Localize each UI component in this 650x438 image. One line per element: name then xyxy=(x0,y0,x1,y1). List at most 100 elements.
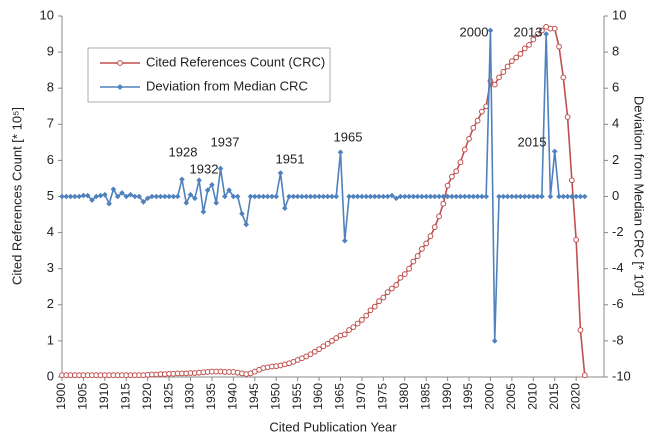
point xyxy=(200,209,207,215)
point xyxy=(568,177,575,184)
point xyxy=(551,148,558,155)
point xyxy=(534,31,541,37)
point xyxy=(299,193,305,200)
point xyxy=(329,193,335,200)
point xyxy=(239,210,245,217)
point xyxy=(444,182,451,189)
point xyxy=(252,193,258,200)
x-tick-label: 1905 xyxy=(76,383,90,410)
point xyxy=(376,298,382,305)
point xyxy=(320,343,327,350)
point xyxy=(149,193,155,200)
x-tick-label: 1945 xyxy=(247,383,261,410)
point xyxy=(564,114,571,120)
point xyxy=(444,193,451,200)
point xyxy=(427,193,434,200)
point xyxy=(538,27,545,34)
annotation: 2013 xyxy=(514,24,543,39)
point xyxy=(560,74,567,81)
y2-tick-label: -2 xyxy=(612,224,624,239)
point xyxy=(363,193,370,200)
point xyxy=(333,335,340,341)
point xyxy=(63,193,70,200)
point xyxy=(311,348,318,355)
point xyxy=(496,193,502,200)
point xyxy=(431,224,438,231)
y-tick-label: 5 xyxy=(47,188,54,203)
x-tick-label: 1940 xyxy=(226,383,240,410)
annotation: 1937 xyxy=(211,134,240,149)
x-tick-label: 2005 xyxy=(504,383,518,410)
point xyxy=(209,181,215,188)
point xyxy=(329,338,335,344)
point xyxy=(500,69,507,75)
point xyxy=(419,245,425,252)
y2-tick-label: 6 xyxy=(612,80,619,95)
point xyxy=(547,193,554,200)
point xyxy=(76,193,82,200)
point xyxy=(72,193,78,200)
point xyxy=(183,200,190,206)
point xyxy=(581,193,588,200)
point xyxy=(389,285,395,292)
point xyxy=(581,372,588,379)
point xyxy=(474,117,481,124)
x-tick-label: 2015 xyxy=(547,383,561,410)
point xyxy=(560,193,567,200)
point xyxy=(539,193,545,200)
annotation: 2015 xyxy=(518,134,547,149)
y-axis-label: Cited References Count [* 10⁵] xyxy=(9,107,24,285)
point xyxy=(517,193,524,200)
point xyxy=(97,192,104,199)
annotation: 1965 xyxy=(334,129,363,144)
y-tick-label: 2 xyxy=(47,296,54,311)
annotation: 1951 xyxy=(276,151,305,166)
point xyxy=(410,258,417,265)
y-tick-label: 0 xyxy=(47,368,54,383)
point xyxy=(466,193,472,200)
point xyxy=(350,193,357,200)
point xyxy=(350,324,357,331)
point xyxy=(440,193,447,200)
x-tick-label: 1965 xyxy=(333,383,347,410)
x-tick-label: 1930 xyxy=(183,383,197,410)
y2-tick-label: 0 xyxy=(612,188,619,203)
point xyxy=(303,193,310,200)
point xyxy=(337,149,344,156)
point xyxy=(333,193,340,200)
point xyxy=(324,193,331,200)
point xyxy=(371,193,378,200)
x-tick-label: 1915 xyxy=(118,383,132,410)
point xyxy=(500,193,507,200)
annotation: 1928 xyxy=(169,144,198,159)
point xyxy=(513,54,520,61)
point xyxy=(367,193,374,200)
y2-tick-label: 8 xyxy=(612,44,619,59)
point xyxy=(136,193,142,200)
y2-tick-label: 10 xyxy=(612,7,626,22)
point xyxy=(491,338,498,344)
point xyxy=(491,81,498,88)
x-tick-label: 1950 xyxy=(268,383,282,410)
point xyxy=(89,197,95,203)
point xyxy=(281,205,288,212)
point xyxy=(106,200,112,207)
y-tick-label: 7 xyxy=(47,116,54,131)
point xyxy=(127,191,134,198)
point xyxy=(341,237,348,244)
point xyxy=(423,240,430,247)
point xyxy=(204,187,211,193)
point xyxy=(341,331,348,338)
point xyxy=(384,289,391,296)
point xyxy=(410,193,417,200)
x-tick-label: 1920 xyxy=(140,383,154,410)
point xyxy=(577,193,584,200)
point xyxy=(461,146,468,153)
x-tick-label: 2020 xyxy=(568,383,582,410)
point xyxy=(307,351,314,358)
x-tick-label: 1925 xyxy=(161,383,175,410)
point xyxy=(192,195,198,202)
point xyxy=(419,193,425,200)
point xyxy=(307,193,314,200)
point xyxy=(234,193,241,200)
